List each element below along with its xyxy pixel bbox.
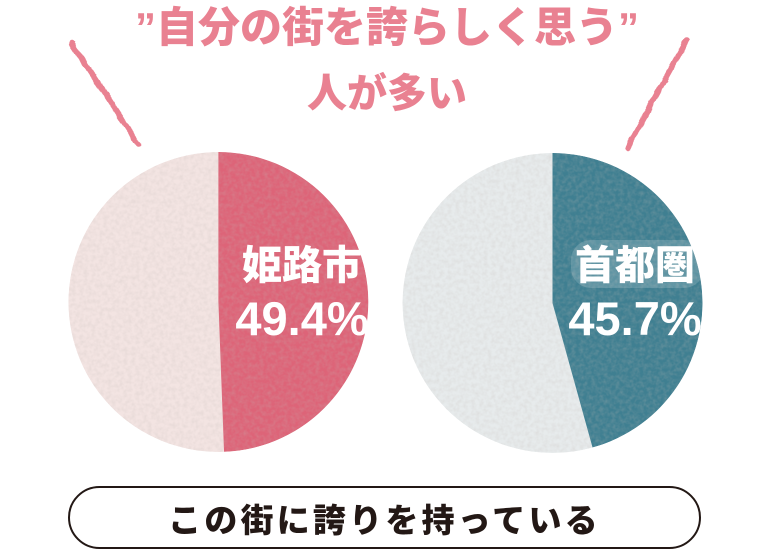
svg-text:首都圏: 首都圏	[575, 244, 695, 288]
svg-text:45.7%: 45.7%	[568, 292, 701, 345]
svg-text:”自分の街を誇らしく思う”: ”自分の街を誇らしく思う”	[135, 4, 639, 51]
svg-text:姫路市: 姫路市	[242, 244, 362, 288]
svg-text:人が多い: 人が多い	[307, 71, 467, 116]
svg-text:49.4%: 49.4%	[235, 292, 368, 345]
